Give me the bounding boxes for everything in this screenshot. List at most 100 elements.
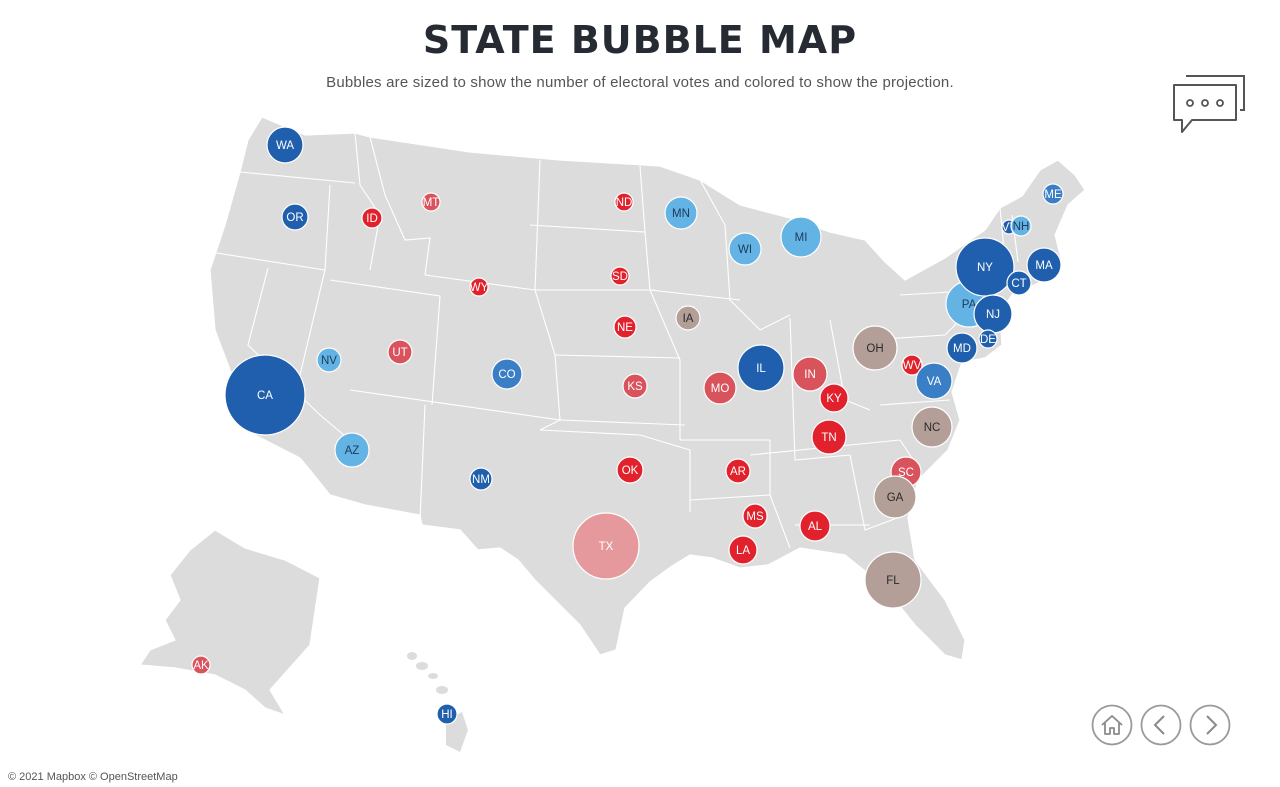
state-bubble-nc[interactable]: NC (911, 406, 953, 448)
state-bubble-wa[interactable]: WA (266, 126, 304, 164)
bubble-circle (728, 535, 758, 565)
bubble-circle (955, 237, 1015, 297)
bubble-circle (873, 475, 917, 519)
state-bubble-la[interactable]: LA (728, 535, 758, 565)
state-bubble-ms[interactable]: MS (742, 503, 768, 529)
bubble-circle (664, 196, 698, 230)
state-bubble-ok[interactable]: OK (616, 456, 644, 484)
state-bubble-nm[interactable]: NM (469, 467, 493, 491)
bubble-circle (946, 332, 978, 364)
bubble-circle (1042, 183, 1064, 205)
bubble-label: SD (612, 271, 628, 283)
bubble-circle (728, 232, 762, 266)
bubble-circle (737, 344, 785, 392)
state-bubble-mi[interactable]: MI (780, 216, 822, 258)
state-bubble-hi[interactable]: HI (436, 703, 458, 725)
state-bubble-in[interactable]: IN (792, 356, 828, 392)
bubble-circle (901, 354, 923, 376)
bubble-circle (725, 458, 751, 484)
map-land (138, 116, 1086, 752)
state-bubble-me[interactable]: ME (1042, 183, 1064, 205)
bubble-circle (610, 266, 630, 286)
bubble-label: UT (392, 347, 407, 359)
state-bubble-id[interactable]: ID (361, 207, 383, 229)
next-button[interactable] (1188, 703, 1232, 747)
bubble-circle (1026, 247, 1062, 283)
state-bubble-tn[interactable]: TN (811, 419, 847, 455)
bubble-circle (469, 467, 493, 491)
bubble-label: MT (423, 197, 440, 209)
bubble-label: MO (711, 383, 730, 395)
previous-button[interactable] (1139, 703, 1183, 747)
speech-bubbles-icon (1173, 75, 1245, 133)
chevron-left-icon (1140, 704, 1182, 746)
state-bubble-ca[interactable]: CA (224, 354, 306, 436)
bubble-label: TN (821, 432, 836, 444)
bubble-circle (436, 703, 458, 725)
state-bubble-md[interactable]: MD (946, 332, 978, 364)
bubble-label: CO (498, 369, 515, 381)
state-bubble-il[interactable]: IL (737, 344, 785, 392)
bubble-circle (811, 419, 847, 455)
bubble-circle (852, 325, 898, 371)
state-bubble-ia[interactable]: IA (675, 305, 701, 331)
state-bubble-ar[interactable]: AR (725, 458, 751, 484)
bubble-circle (613, 315, 637, 339)
state-bubble-mo[interactable]: MO (703, 371, 737, 405)
state-bubble-or[interactable]: OR (281, 203, 309, 231)
page-title: STATE BUBBLE MAP (422, 18, 858, 62)
bubble-label: VA (927, 376, 942, 388)
bubble-label: MA (1035, 260, 1053, 272)
state-bubble-al[interactable]: AL (799, 510, 831, 542)
state-bubble-nj[interactable]: NJ (973, 294, 1013, 334)
state-bubble-ks[interactable]: KS (622, 373, 648, 399)
bubble-label: PA (962, 299, 977, 311)
bubble-label: IL (756, 363, 766, 375)
state-bubble-tx[interactable]: TX (572, 512, 640, 580)
state-bubble-sd[interactable]: SD (610, 266, 630, 286)
state-bubble-ny[interactable]: NY (955, 237, 1015, 297)
state-bubble-mt[interactable]: MT (421, 192, 441, 212)
alaska-shape (138, 529, 321, 717)
bubble-circle (491, 358, 523, 390)
state-bubble-ma[interactable]: MA (1026, 247, 1062, 283)
state-bubble-wv[interactable]: WV (901, 354, 923, 376)
state-bubble-ak[interactable]: AK (191, 655, 211, 675)
bubble-label: KS (627, 381, 643, 393)
state-bubble-az[interactable]: AZ (334, 432, 370, 468)
state-bubble-va[interactable]: VA (915, 362, 953, 400)
chat-button[interactable] (1168, 70, 1250, 138)
state-bubble-wy[interactable]: WY (469, 277, 489, 297)
state-bubble-mn[interactable]: MN (664, 196, 698, 230)
state-bubble-co[interactable]: CO (491, 358, 523, 390)
bubble-circle (911, 406, 953, 448)
state-bubble-nv[interactable]: NV (316, 347, 342, 373)
state-bubble-oh[interactable]: OH (852, 325, 898, 371)
bubble-circle (361, 207, 383, 229)
bubble-label: ID (366, 213, 378, 225)
state-bubble-ne[interactable]: NE (613, 315, 637, 339)
bubble-label: MS (746, 511, 764, 523)
bubble-circle (224, 354, 306, 436)
hawaii-shapes (407, 652, 468, 752)
bubble-circle (1006, 270, 1032, 296)
contiguous-us-shape (209, 116, 1086, 661)
bubble-label: NV (321, 355, 337, 367)
state-bubble-ky[interactable]: KY (819, 383, 849, 413)
bubble-circle (819, 383, 849, 413)
bubble-label: LA (736, 545, 750, 557)
state-bubble-ut[interactable]: UT (387, 339, 413, 365)
state-bubble-wi[interactable]: WI (728, 232, 762, 266)
state-bubble-de[interactable]: DE (978, 329, 998, 349)
bubble-label: CT (1011, 278, 1026, 290)
state-bubble-nd[interactable]: ND (614, 192, 634, 212)
bubble-label: AZ (345, 445, 360, 457)
state-bubble-ct[interactable]: CT (1006, 270, 1032, 296)
bubble-circle (864, 551, 922, 609)
bubble-circle (469, 277, 489, 297)
bubble-label: FL (886, 575, 900, 587)
state-bubble-nh[interactable]: NH (1010, 215, 1032, 237)
state-bubble-ga[interactable]: GA (873, 475, 917, 519)
state-bubble-fl[interactable]: FL (864, 551, 922, 609)
home-button[interactable] (1090, 703, 1134, 747)
